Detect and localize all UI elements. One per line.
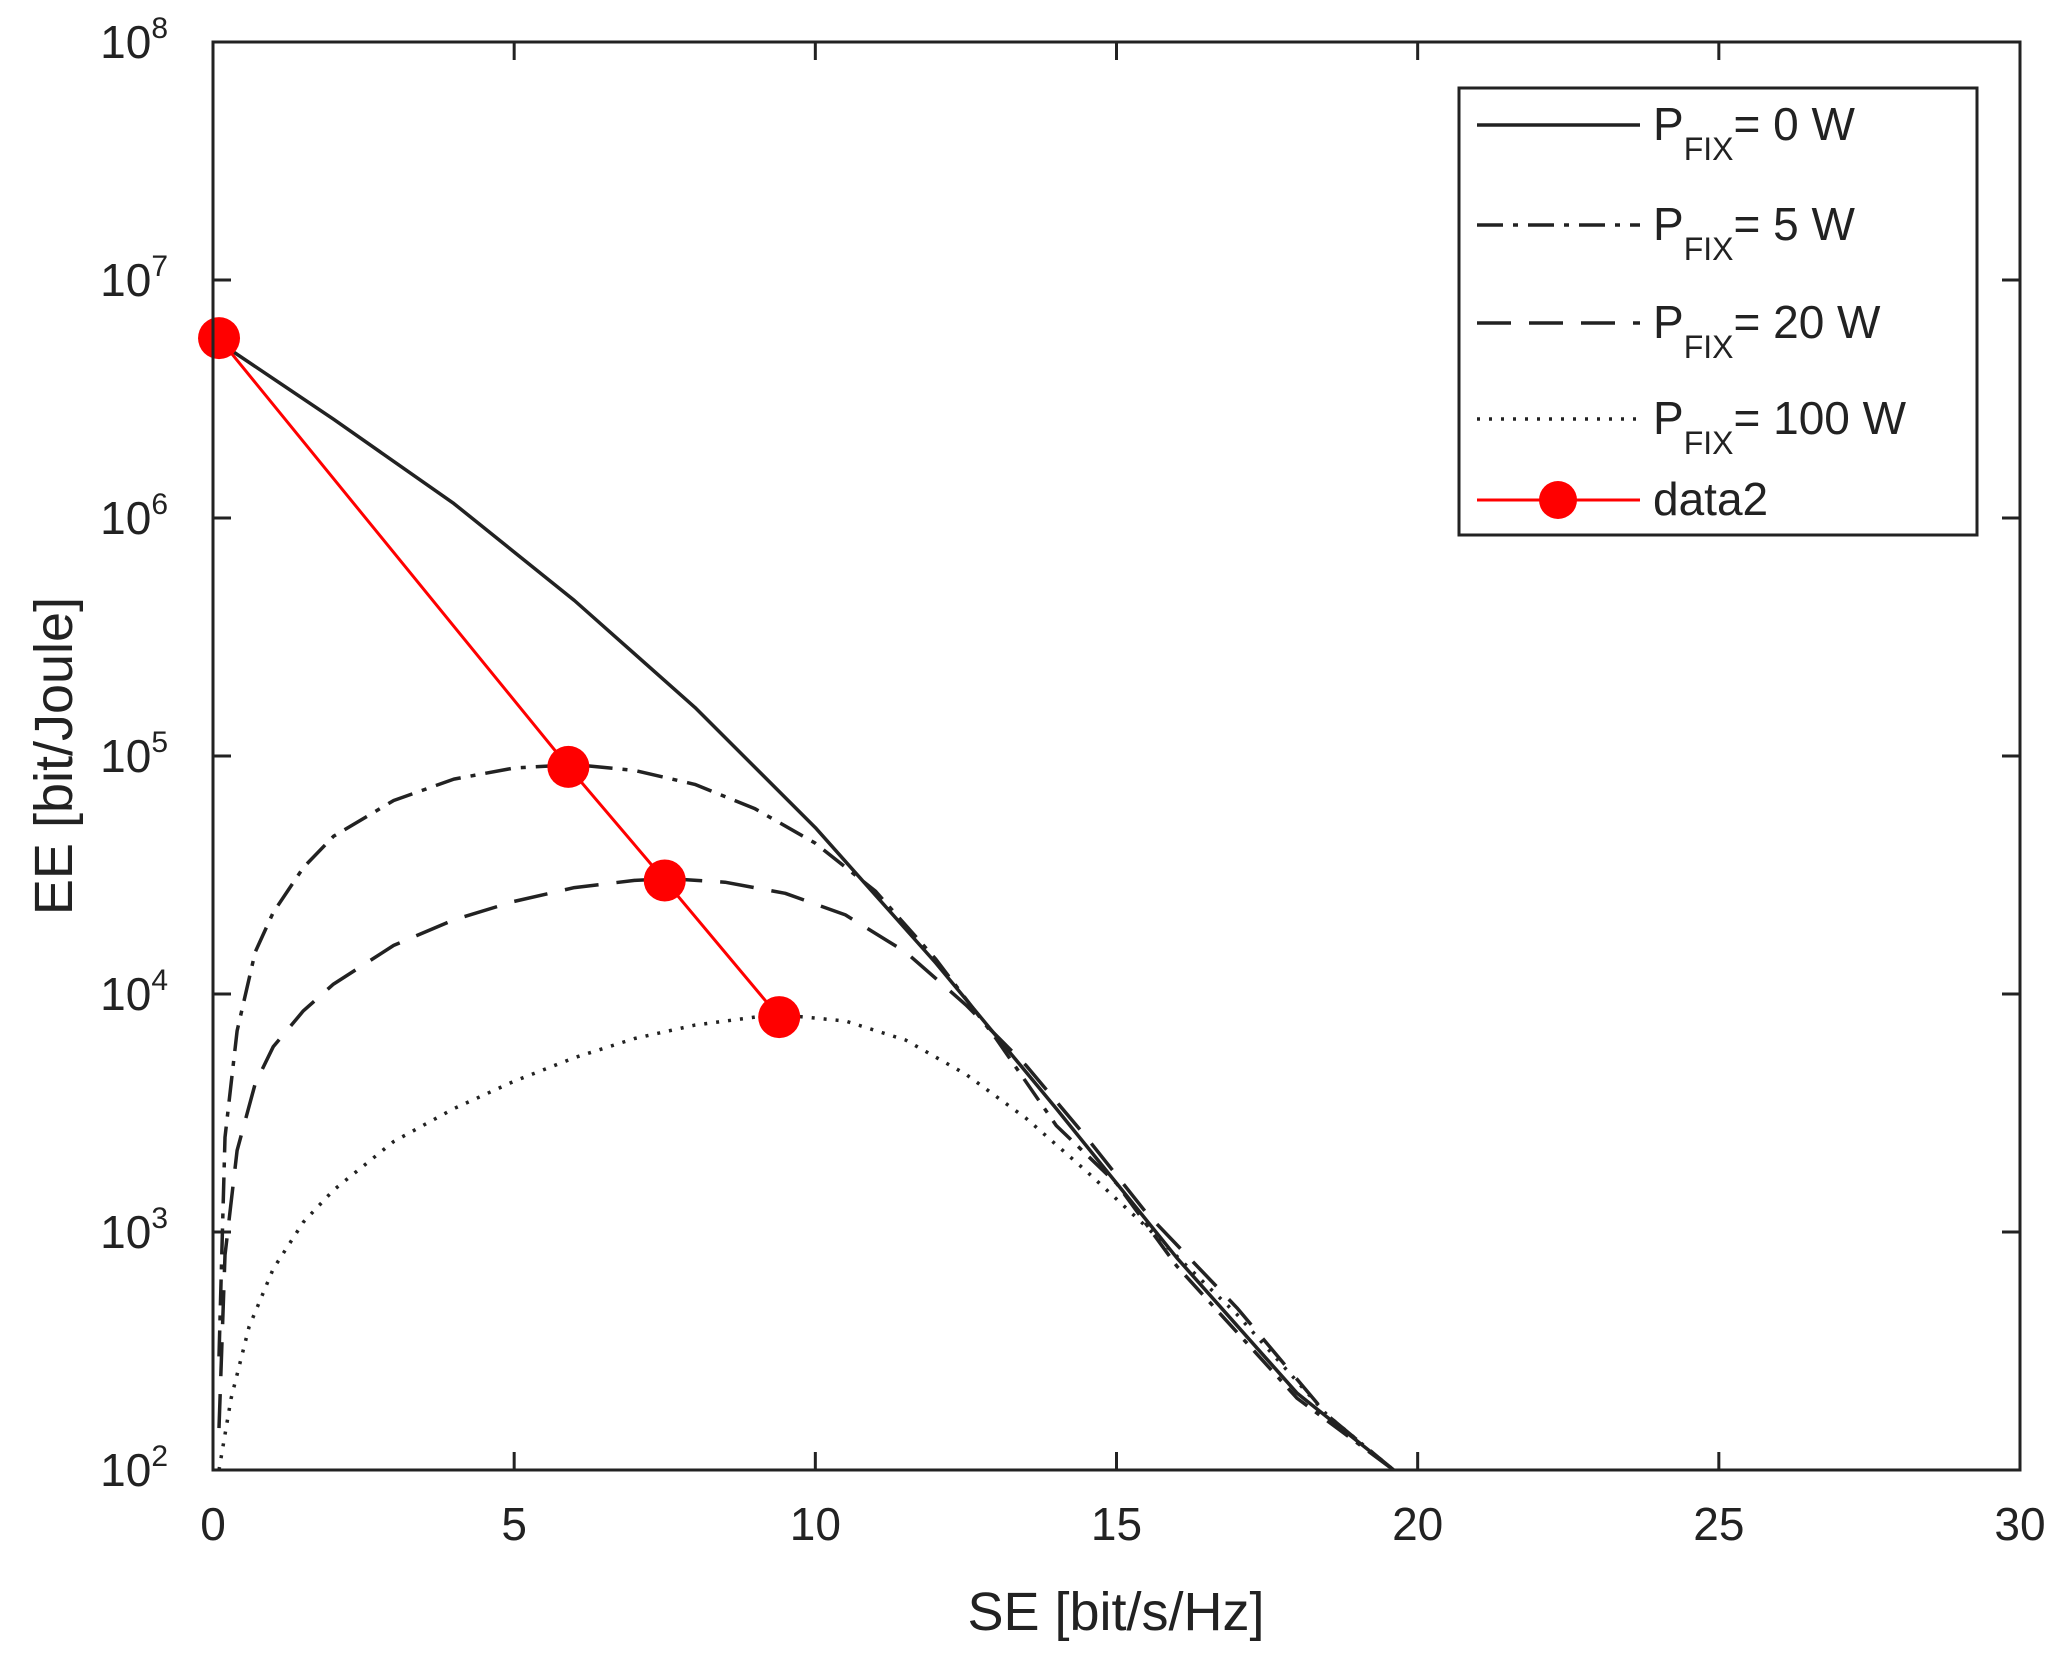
legend-label-1: PFIX= 5 W bbox=[1653, 198, 1855, 267]
y-tick-base: 10 bbox=[100, 730, 151, 782]
legend-label-2: PFIX= 20 W bbox=[1653, 296, 1881, 365]
legend-label-value: = 100 W bbox=[1733, 392, 1906, 444]
series-line-2 bbox=[217, 876, 1395, 1470]
legend-label-3: PFIX= 100 W bbox=[1653, 392, 1907, 461]
series-layer bbox=[213, 336, 1395, 1470]
y-tick-label: 103 bbox=[100, 1202, 168, 1258]
x-tick-labels: 0 5 10 15 20 25 30 bbox=[200, 1498, 2045, 1550]
legend-label-0: PFIX= 0 W bbox=[1653, 98, 1855, 167]
x-axis-label: SE [bit/s/Hz] bbox=[967, 1582, 1264, 1642]
legend-label-main: P bbox=[1653, 198, 1684, 250]
series-marker-0 bbox=[198, 317, 241, 360]
y-tick-exponent: 7 bbox=[151, 250, 168, 283]
marker-layer bbox=[198, 317, 801, 1039]
series-line-0 bbox=[213, 336, 1395, 1470]
legend-label-main: P bbox=[1653, 296, 1684, 348]
y-tick-exponent: 5 bbox=[151, 726, 168, 759]
y-tick-base: 10 bbox=[100, 1444, 151, 1496]
y-axis-label: EE [bit/Joule] bbox=[24, 597, 84, 915]
y-tick-exponent: 6 bbox=[151, 488, 168, 521]
y-tick-exponent: 3 bbox=[151, 1202, 168, 1235]
y-tick-label: 105 bbox=[100, 726, 168, 782]
series-marker-2 bbox=[643, 859, 686, 902]
y-tick-label: 106 bbox=[100, 488, 168, 544]
legend-label-value: = 5 W bbox=[1733, 198, 1855, 250]
x-tick-label: 25 bbox=[1693, 1498, 1744, 1550]
y-tick-exponent: 4 bbox=[151, 964, 168, 997]
y-tick-label: 104 bbox=[100, 964, 168, 1020]
series-marker-1 bbox=[547, 745, 590, 788]
legend-label-subscript: FIX bbox=[1684, 131, 1734, 167]
y-tick-base: 10 bbox=[100, 254, 151, 306]
x-tick-label: 10 bbox=[790, 1498, 841, 1550]
x-tick-label: 15 bbox=[1091, 1498, 1142, 1550]
series-line-3 bbox=[217, 1014, 1395, 1470]
y-tick-label: 107 bbox=[100, 250, 168, 306]
legend-label-subscript: FIX bbox=[1684, 329, 1734, 365]
x-tick-label: 0 bbox=[200, 1498, 226, 1550]
y-tick-label: 108 bbox=[100, 12, 168, 68]
legend-label-main: P bbox=[1653, 392, 1684, 444]
legend-marker-4 bbox=[1539, 481, 1577, 519]
y-tick-base: 10 bbox=[100, 968, 151, 1020]
series-line-4 bbox=[217, 337, 781, 1019]
x-tick-label: 20 bbox=[1392, 1498, 1443, 1550]
x-tick-label: 5 bbox=[501, 1498, 527, 1550]
x-tick-label: 30 bbox=[1994, 1498, 2045, 1550]
legend-box bbox=[1457, 86, 1979, 537]
y-tick-base: 10 bbox=[100, 16, 151, 68]
legend-label-main: P bbox=[1653, 98, 1684, 150]
legend-label-subscript: FIX bbox=[1684, 231, 1734, 267]
y-tick-exponent: 2 bbox=[151, 1440, 168, 1473]
y-tick-base: 10 bbox=[100, 492, 151, 544]
series-marker-3 bbox=[758, 996, 801, 1039]
legend-label-subscript: FIX bbox=[1684, 425, 1734, 461]
legend-label-value: = 20 W bbox=[1733, 296, 1881, 348]
y-tick-exponent: 8 bbox=[151, 12, 168, 45]
y-tick-base: 10 bbox=[100, 1206, 151, 1258]
tick-layer bbox=[211, 40, 2022, 1472]
legend-label-4: data2 bbox=[1653, 473, 1768, 525]
y-tick-label: 102 bbox=[100, 1440, 168, 1496]
legend-label-value: = 0 W bbox=[1733, 98, 1855, 150]
